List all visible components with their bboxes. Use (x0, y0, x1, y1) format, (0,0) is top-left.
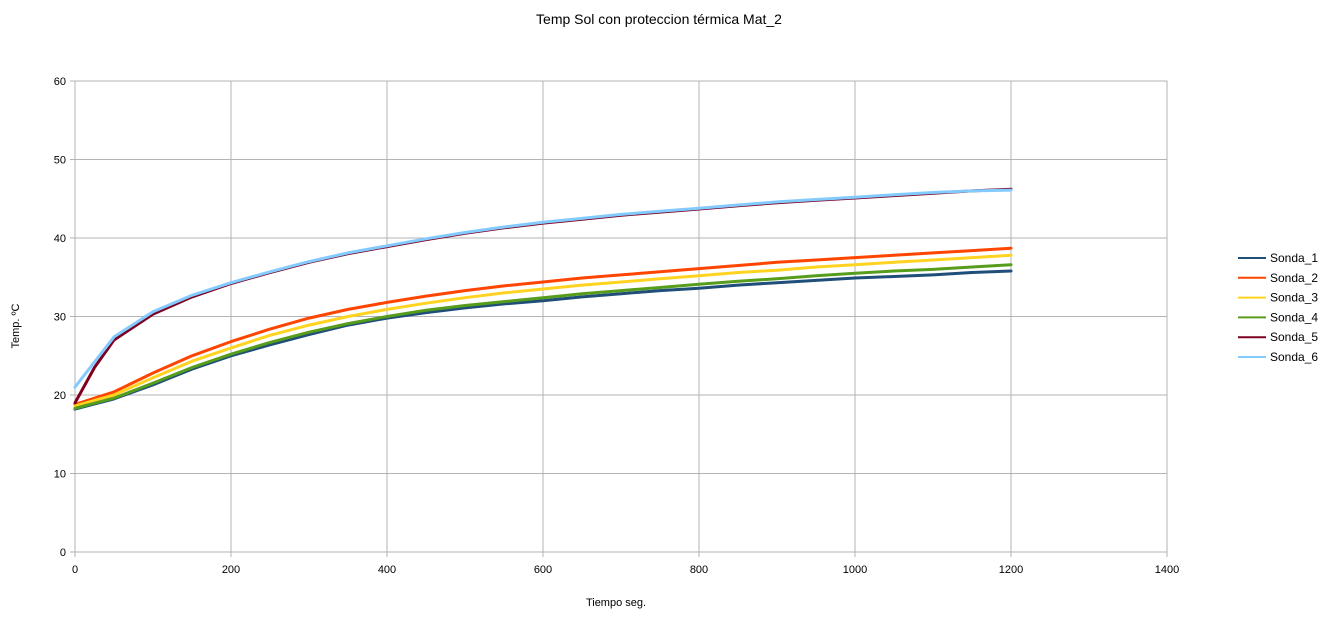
x-tick-label: 1200 (999, 564, 1023, 576)
y-tick-label: 40 (54, 233, 66, 245)
x-tick-label: 1400 (1155, 564, 1179, 576)
y-tick-label: 30 (54, 312, 66, 324)
chart-title: Temp Sol con proteccion térmica Mat_2 (536, 11, 782, 27)
x-axis: 0 200 400 600 800 1000 1200 1400 (72, 552, 1179, 576)
series-line-sonda-4 (73, 263, 1013, 410)
series-line-sonda-1 (73, 269, 1013, 411)
x-tick-label: 200 (222, 564, 240, 576)
x-tick-label: 1000 (843, 564, 867, 576)
series-line-sonda-6 (73, 188, 1013, 389)
grid (74, 80, 1168, 553)
x-tick-label: 400 (378, 564, 396, 576)
series-line-sonda-3 (73, 253, 1013, 408)
x-tick-label: 0 (72, 564, 78, 576)
x-tick-label: 800 (690, 564, 708, 576)
series-layer (73, 187, 1013, 411)
y-tick-label: 0 (60, 547, 66, 559)
y-axis-label: Temp. ºC (10, 303, 22, 348)
series-line-sonda-2 (73, 246, 1013, 406)
legend-entry: Sonda_4 (1270, 310, 1318, 324)
x-axis-label: Tiempo seg. (586, 597, 646, 609)
legend-entry: Sonda_5 (1270, 330, 1318, 344)
y-tick-label: 50 (54, 155, 66, 167)
legend-entry: Sonda_1 (1270, 251, 1318, 265)
legend: Sonda_1 Sonda_2 Sonda_3 Sonda_4 Sonda_5 Sonda… (1238, 251, 1318, 364)
legend-entry: Sonda_2 (1270, 271, 1318, 285)
x-tick-label: 600 (534, 564, 552, 576)
y-tick-label: 10 (54, 469, 66, 481)
y-axis: 0 10 20 30 40 50 60 (54, 76, 75, 559)
legend-entry: Sonda_3 (1270, 291, 1318, 305)
y-tick-label: 60 (54, 76, 66, 88)
y-tick-label: 20 (54, 390, 66, 402)
legend-entry: Sonda_6 (1270, 350, 1318, 364)
